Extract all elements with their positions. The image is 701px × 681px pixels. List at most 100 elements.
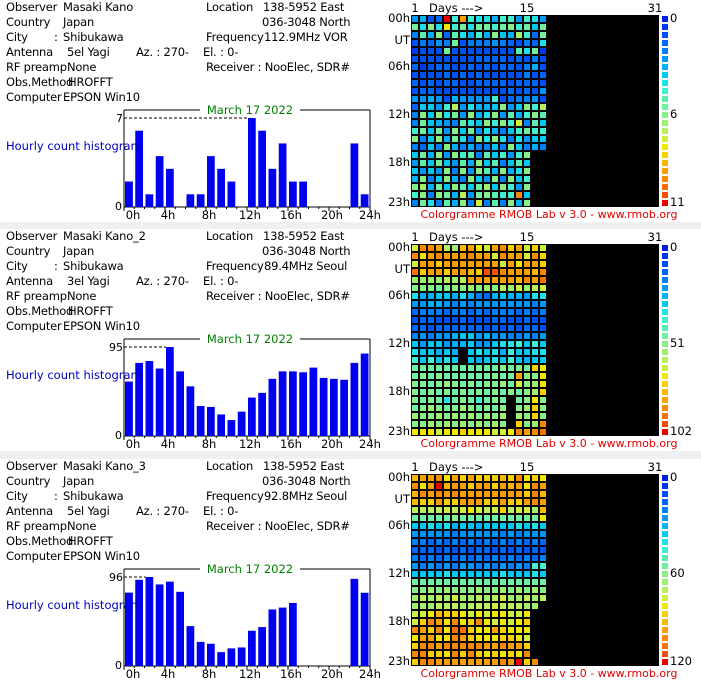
x-tick-label: 4h	[161, 667, 176, 681]
colorgramme-cell	[476, 397, 482, 403]
histogram-bar	[237, 647, 246, 666]
colorgramme-cell	[428, 32, 434, 38]
colorgramme-cell	[516, 397, 522, 403]
colorgramme-cell	[468, 659, 474, 665]
receiver-value: Receiver : NooElec, SDR#	[206, 289, 350, 303]
colorgramme-cell	[460, 547, 466, 553]
colorgramme-cell	[516, 325, 522, 331]
colorgramme-cell	[468, 301, 474, 307]
day-tick-label: 1	[411, 230, 418, 244]
colorgramme-cell	[500, 475, 506, 481]
colorgramme-cell	[516, 24, 522, 30]
x-tick-label: 0h	[126, 667, 141, 681]
colorgramme-cell	[484, 491, 490, 497]
colorgramme-cell	[460, 627, 466, 633]
colorgramme-cell	[484, 104, 490, 110]
colorgramme-cell	[492, 261, 498, 267]
colorgramme-cell	[436, 269, 442, 275]
colorgramme-cell	[452, 483, 458, 489]
colorgramme-cell	[412, 611, 418, 617]
computer-label: Computer	[6, 319, 62, 333]
colorgramme-cell	[468, 309, 474, 315]
scale-swatch	[662, 483, 668, 489]
colorgramme-cell	[412, 619, 418, 625]
colorgramme-cell	[452, 48, 458, 54]
scale-swatch	[662, 72, 668, 78]
histogram-bar	[135, 130, 143, 207]
colorgramme-cell	[468, 523, 474, 529]
colorgramme-cell	[484, 72, 490, 78]
histogram-bar	[248, 118, 256, 207]
colorgramme-cell	[452, 421, 458, 427]
colorgramme-cell	[460, 56, 466, 62]
colorgramme-cell	[500, 112, 506, 118]
colorgramme-cell	[428, 48, 434, 54]
colorgramme-cell	[452, 659, 458, 665]
colorgramme-cell	[452, 325, 458, 331]
colorgramme-cell	[476, 144, 482, 150]
colorgramme-cell	[492, 515, 498, 521]
colorgramme-cell	[508, 293, 514, 299]
country-value: Japan	[63, 15, 95, 29]
colorgramme-cell	[428, 571, 434, 577]
colorgramme-cell	[476, 88, 482, 94]
colorgramme-cell	[492, 120, 498, 126]
colorgramme-cell	[500, 176, 506, 182]
colorgramme-cell	[484, 120, 490, 126]
colorgramme-cell	[540, 539, 546, 545]
day-tick-label: 1	[411, 1, 418, 15]
colorgramme-cell	[524, 152, 530, 158]
colorgramme-cell	[500, 192, 506, 198]
colorgramme-cell	[532, 245, 538, 251]
colorgramme-cell	[524, 515, 530, 521]
colorgramme-cell	[508, 136, 514, 142]
colorgramme-cell	[468, 483, 474, 489]
colorgramme-cell	[524, 192, 530, 198]
colorgramme-cell	[436, 499, 442, 505]
colorgramme-cell	[492, 659, 498, 665]
colorgramme-cell	[484, 547, 490, 553]
histogram-bar	[196, 641, 205, 666]
colorgramme-cell	[540, 128, 546, 134]
colorgramme-cell	[428, 96, 434, 102]
colorgramme-cell	[476, 603, 482, 609]
colorgramme-cell	[452, 635, 458, 641]
colorgramme-cell	[468, 635, 474, 641]
colorgramme-cell	[516, 309, 522, 315]
colorgramme-cell	[524, 301, 530, 307]
scale-swatch	[662, 389, 668, 395]
colorgramme-cell	[500, 405, 506, 411]
colorgramme-cell	[500, 277, 506, 283]
colorgramme-cell	[508, 120, 514, 126]
colorgramme-cell	[468, 325, 474, 331]
colorgramme-cell	[508, 381, 514, 387]
colorgramme-cell	[476, 333, 482, 339]
colorgramme-cell	[460, 619, 466, 625]
colorgramme-cell	[452, 309, 458, 315]
colorgramme-cell	[524, 253, 530, 259]
histogram-bar	[289, 181, 297, 207]
colorgramme-cell	[420, 381, 426, 387]
colorgramme-cell	[508, 32, 514, 38]
hour-label: 12h	[388, 336, 410, 350]
hour-label: UT	[395, 492, 411, 506]
scale-swatch	[662, 245, 668, 251]
colorgramme-cell	[500, 309, 506, 315]
colorgramme-cell	[484, 176, 490, 182]
colorgramme-cell	[436, 88, 442, 94]
antenna-value: 5el Yagi	[67, 504, 110, 518]
colorgramme-cell	[420, 24, 426, 30]
colorgramme-cell	[532, 405, 538, 411]
colorgramme-cell	[460, 152, 466, 158]
y-min-label: 0	[115, 429, 122, 442]
scale-max-label: 11	[670, 195, 685, 209]
colorgramme-cell	[516, 136, 522, 142]
colorgramme-cell	[428, 261, 434, 267]
colorgramme-cell	[460, 531, 466, 537]
colorgramme-cell	[492, 651, 498, 657]
colorgramme-cell	[412, 635, 418, 641]
colorgramme-cell	[508, 595, 514, 601]
colorgramme-cell	[420, 389, 426, 395]
receiver-value: Receiver : NooElec, SDR#	[206, 519, 350, 533]
colorgramme-cell	[524, 413, 530, 419]
